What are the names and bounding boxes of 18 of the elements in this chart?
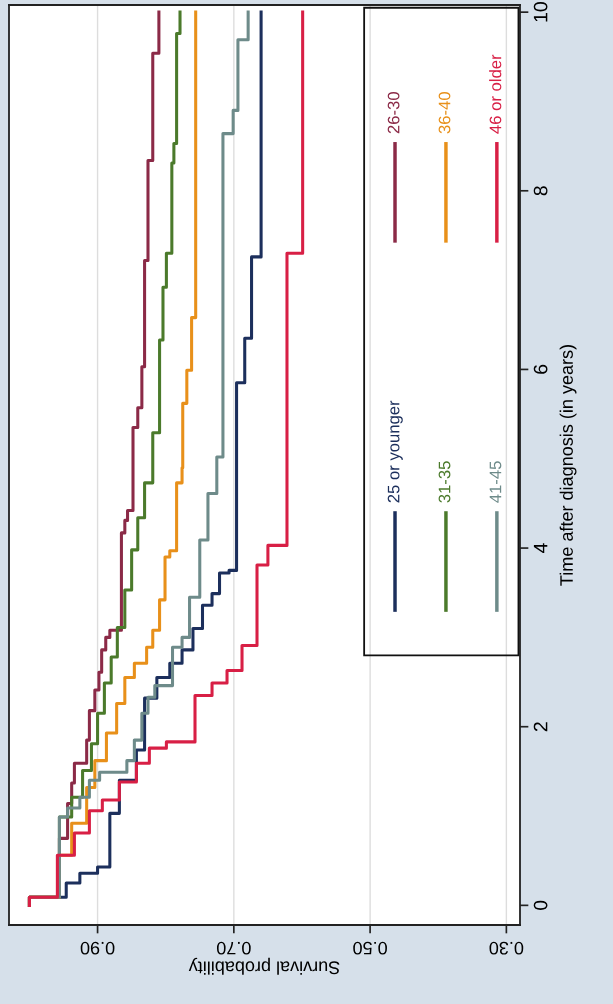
- text: 36-40: [438, 92, 451, 134]
- text: 26-30: [387, 92, 400, 134]
- y-tick-label: 4: [533, 543, 548, 554]
- y-tick-label: 2: [533, 722, 548, 732]
- y-tick-label: 10: [533, 2, 548, 22]
- x-tick-label: 0.50: [353, 941, 387, 955]
- text: 31-35: [438, 461, 451, 503]
- text: 25 or younger: [387, 400, 403, 503]
- x-axis-title: Survival probability: [188, 957, 340, 975]
- text: 46 or older: [489, 54, 502, 134]
- x-tick-label: 0.90: [80, 941, 115, 955]
- y-axis-title: Time after diagnosis (in years): [559, 345, 577, 586]
- x-tick-label: 0.70: [216, 941, 251, 955]
- x-tick-label: 0.30: [489, 941, 524, 955]
- y-tick-label: 8: [533, 186, 548, 196]
- text: 41-45: [489, 461, 502, 503]
- y-tick-label: 6: [533, 364, 548, 374]
- y-tick-label: 0: [533, 900, 548, 910]
